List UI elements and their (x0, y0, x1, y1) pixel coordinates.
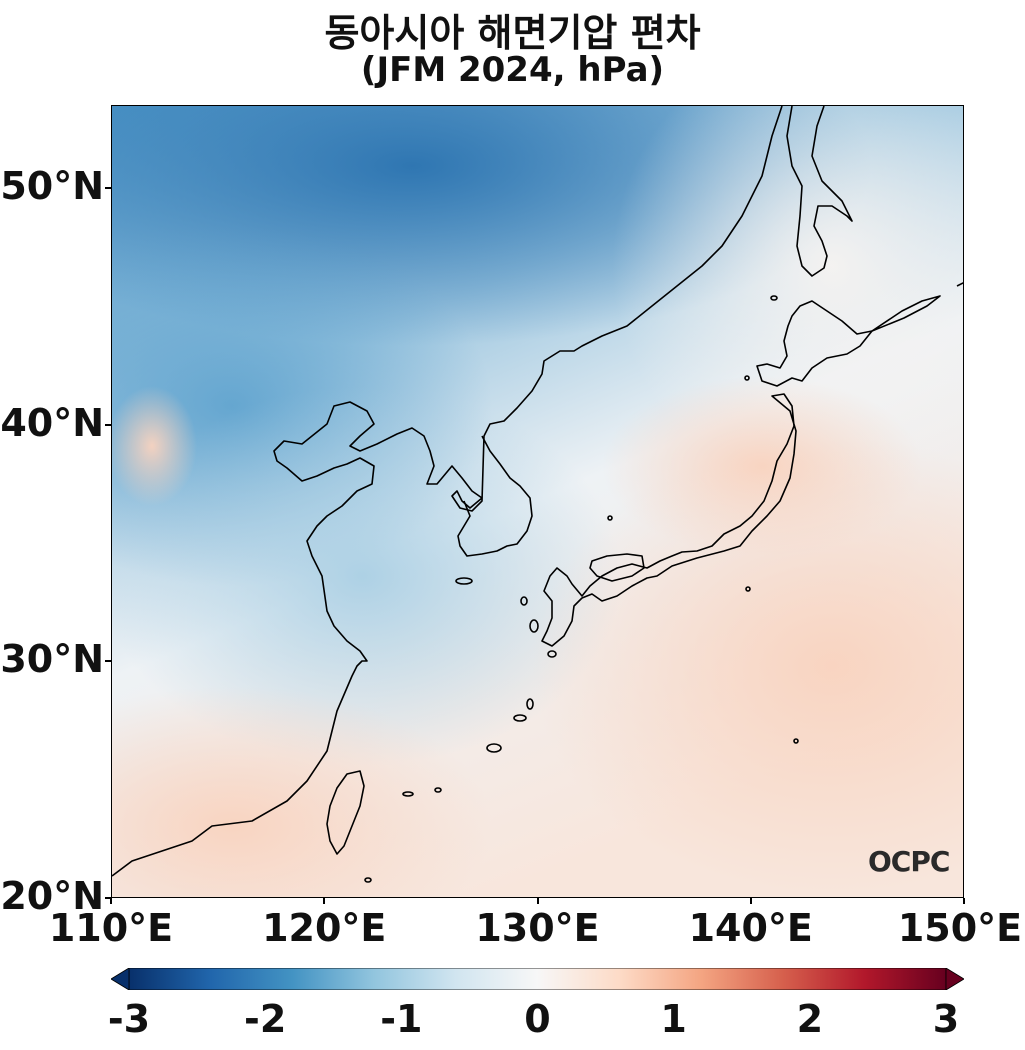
colorbar-tick-label: -2 (244, 997, 287, 1041)
positive-anomaly-inland (112, 386, 197, 506)
hokkaido-coastline (756, 300, 873, 387)
ocpc-logo: OCPC (868, 845, 950, 878)
lat-tick-mark (105, 660, 111, 663)
lat-tick-mark (105, 186, 111, 189)
lat-tick-label: 20°N (0, 874, 104, 918)
lat-tick-label: 50°N (0, 163, 104, 208)
lon-tick-label: 140°E (688, 906, 813, 950)
lon-tick-label: 110°E (48, 906, 174, 950)
lat-tick-label: 30°N (0, 637, 104, 682)
colorbar-tick-label: 3 (932, 997, 960, 1041)
lon-tick-mark (323, 898, 326, 904)
colorbar-tick-label: -3 (107, 997, 151, 1041)
kuril-islands-coastline (871, 295, 941, 332)
korea-coastline (457, 435, 533, 557)
lon-tick-label: 120°E (262, 906, 387, 950)
taiwan-coastline (326, 770, 365, 855)
mainland-coastline (112, 106, 783, 877)
colorbar-extend-min (110, 967, 130, 991)
colorbar-tick-label: 2 (796, 997, 824, 1041)
map-title: 동아시아 해면기압 편차 (324, 11, 701, 55)
japan-main-coastline (541, 393, 797, 647)
lat-tick-mark (105, 897, 111, 899)
lon-tick-mark (536, 898, 539, 904)
positive-anomaly-pacific (532, 436, 963, 896)
lon-tick-mark (963, 898, 965, 904)
weak-negative-anomaly (112, 386, 622, 766)
colorbar-gradient (128, 967, 947, 991)
lat-tick-label: 40°N (0, 400, 104, 445)
anomaly-map (112, 106, 963, 897)
colorbar (110, 967, 965, 991)
lat-tick-mark (105, 423, 111, 426)
lon-tick-label: 130°E (475, 906, 600, 950)
sakhalin-coastline (786, 106, 853, 277)
coastlines (112, 106, 963, 883)
colorbar-tick-label: 0 (524, 997, 551, 1041)
map-subtitle: (JFM 2024, hPa) (360, 50, 665, 90)
shikoku-coastline (589, 553, 645, 582)
lon-tick-label: 150°E (897, 906, 1023, 950)
positive-anomaly-south-china (112, 686, 492, 897)
colorbar-extend-max (945, 967, 965, 991)
lon-tick-mark (749, 898, 752, 904)
jeju-coastline (455, 577, 473, 585)
colorbar-bar (110, 967, 965, 991)
map-plot-area[interactable] (111, 105, 964, 898)
colorbar-tick-label: 1 (660, 997, 687, 1041)
colorbar-tick-label: -1 (380, 997, 423, 1041)
lon-tick-mark (110, 898, 112, 904)
